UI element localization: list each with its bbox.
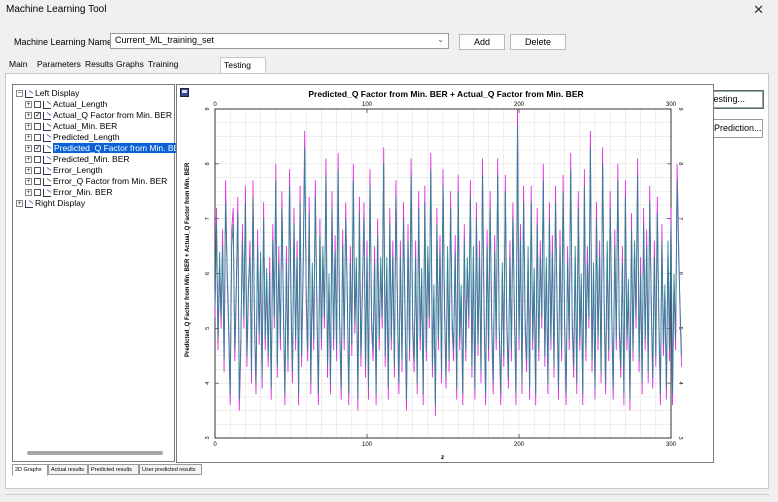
delete-button[interactable]: Delete [510, 34, 566, 50]
checkbox[interactable] [34, 167, 41, 175]
checkbox[interactable] [34, 189, 41, 197]
tab-main[interactable]: Main [9, 59, 28, 69]
checkbox[interactable]: ✓ [34, 112, 41, 120]
x-tick-label-top: 200 [514, 102, 525, 108]
tab-actual-results[interactable]: Actual results [48, 464, 88, 475]
graph-icon [43, 100, 51, 109]
x-tick-label-bottom: 100 [362, 442, 373, 448]
tree-item[interactable]: + Error_Min. BER [25, 187, 113, 197]
window-title: Machine Learning Tool [6, 4, 107, 15]
graph-icon [43, 177, 51, 186]
checkbox[interactable] [34, 156, 41, 164]
add-button[interactable]: Add [459, 34, 505, 50]
tab-testing-prediction[interactable]: Testing and Prediction simulation [220, 57, 267, 112]
tree-item[interactable]: + Error_Q Factor from Min. BER [25, 176, 168, 186]
graph-icon [43, 155, 51, 164]
title-bar: Machine Learning Tool ✕ [0, 0, 778, 22]
tab-results[interactable]: Results [85, 59, 114, 69]
y-tick-label-right: 3 [677, 436, 683, 439]
expand-icon[interactable]: + [25, 101, 32, 109]
y-tick-label-right: 8 [677, 162, 683, 165]
divider [5, 494, 769, 495]
graph-icon [43, 111, 51, 120]
tab-training-simulation[interactable]: Training simulation [148, 59, 186, 83]
tree-right-display[interactable]: + Right Display [16, 198, 86, 208]
collapse-icon[interactable]: − [16, 90, 23, 98]
y-tick-label-left: 8 [205, 162, 211, 165]
y-tick-label-right: 7 [677, 217, 683, 220]
expand-icon[interactable]: + [16, 200, 23, 208]
x-axis-label: z [441, 454, 445, 461]
graph-icon [43, 122, 51, 131]
y-tick-label-left: 4 [205, 382, 211, 385]
checkbox[interactable] [34, 123, 41, 131]
x-tick-label-bottom: 0 [213, 442, 217, 448]
checkbox[interactable] [34, 178, 41, 186]
tab-graphs[interactable]: Graphs [116, 59, 144, 69]
checkbox[interactable] [34, 101, 41, 109]
tree-item[interactable]: + ✓ Actual_Q Factor from Min. BER [25, 110, 173, 120]
x-tick-label-top: 100 [362, 102, 373, 108]
tree-left-display[interactable]: − Left Display [16, 88, 80, 98]
y-tick-label-left: 9 [205, 107, 211, 110]
y-tick-label-right: 9 [677, 107, 683, 110]
close-icon[interactable]: ✕ [753, 2, 764, 17]
checkbox[interactable] [34, 134, 41, 142]
expand-icon[interactable]: + [25, 134, 32, 142]
graph-icon [43, 133, 51, 142]
tree-item[interactable]: + Actual_Length [25, 99, 108, 109]
chart-panel: Predicted_Q Factor from Min. BER + Actua… [176, 84, 714, 463]
y-tick-label-right: 4 [677, 382, 683, 385]
tab-2d-graphs[interactable]: 2D Graphs [12, 464, 48, 476]
x-tick-label-bottom: 200 [514, 442, 525, 448]
y-tick-label-right: 6 [677, 272, 683, 275]
chart-title: Predicted_Q Factor from Min. BER + Actua… [308, 89, 584, 99]
tab-parameters[interactable]: Parameters [37, 59, 81, 69]
save-icon[interactable] [180, 88, 189, 97]
x-tick-label-top: 300 [666, 102, 677, 108]
x-tick-label-bottom: 300 [666, 442, 677, 448]
expand-icon[interactable]: + [25, 189, 32, 197]
y-tick-label-left: 5 [205, 327, 211, 330]
tree-item-selected[interactable]: + ✓ Predicted_Q Factor from Min. BER [25, 143, 187, 153]
display-tree: − Left Display + Actual_Length + ✓ Actual_Q … [12, 84, 187, 462]
tree-item[interactable]: + Predicted_Length [25, 132, 120, 142]
expand-icon[interactable]: + [25, 145, 32, 153]
expand-icon[interactable]: + [25, 123, 32, 131]
ml-name-value: Current_ML_training_set [115, 35, 215, 45]
graph-icon [43, 144, 51, 153]
chevron-down-icon[interactable]: ⌄ [437, 35, 444, 44]
tab-predicted-results[interactable]: Predicted results [88, 464, 139, 475]
x-tick-label-top: 0 [213, 102, 217, 108]
prediction-button[interactable]: Prediction... [711, 119, 763, 138]
expand-icon[interactable]: + [25, 167, 32, 175]
y-tick-label-left: 7 [205, 217, 211, 220]
tree-item[interactable]: + Actual_Min. BER [25, 121, 118, 131]
expand-icon[interactable]: + [25, 178, 32, 186]
expand-icon[interactable]: + [25, 112, 32, 120]
series-line-2 [214, 125, 683, 406]
folder-icon [25, 199, 33, 208]
horizontal-scrollbar[interactable] [27, 451, 163, 455]
folder-icon [25, 89, 33, 98]
graph-icon [43, 166, 51, 175]
tree-item[interactable]: + Predicted_Min. BER [25, 154, 130, 164]
tab-user-predicted-results[interactable]: User predicted results [139, 464, 202, 475]
graph-icon [43, 188, 51, 197]
ml-name-label: Machine Learning Name: [14, 37, 115, 47]
expand-icon[interactable]: + [25, 156, 32, 164]
y-tick-label-left: 3 [205, 436, 211, 439]
tree-item[interactable]: + Error_Length [25, 165, 103, 175]
y-tick-label-left: 6 [205, 272, 211, 275]
ml-name-dropdown[interactable]: Current_ML_training_set ⌄ [110, 33, 449, 49]
testing-button[interactable]: Testing... [706, 90, 764, 109]
checkbox[interactable]: ✓ [34, 145, 41, 153]
